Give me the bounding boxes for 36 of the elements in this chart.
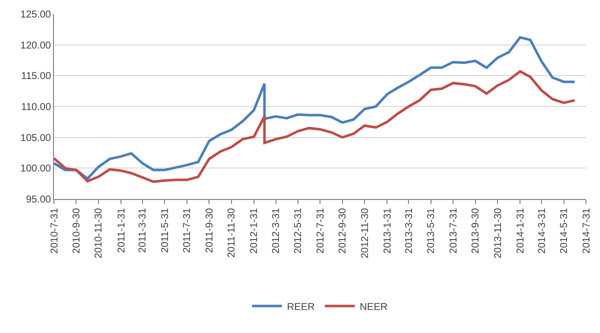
x-tick-label: 2012-1-31 — [249, 208, 260, 254]
x-tick-label: 2014-1-31 — [515, 208, 526, 254]
y-tick-label: 120.00 — [20, 40, 52, 52]
legend-label: NEER — [360, 302, 388, 313]
line-series — [54, 36, 576, 180]
x-tick-label: 2014-3-31 — [536, 208, 548, 254]
y-tick-label: 95.00 — [26, 194, 52, 206]
y-tick-label: 100.00 — [20, 164, 52, 175]
x-tick-label: 2013-9-30 — [470, 208, 482, 254]
x-tick-label: 2012-7-31 — [315, 208, 326, 254]
x-tick-label: 2013-11-30 — [492, 208, 504, 258]
y-tick-label: 115.00 — [21, 71, 52, 82]
x-tick-label: 2014-5-31 — [559, 208, 570, 254]
x-tick-label: 2012-11-30 — [360, 208, 371, 258]
x-tick-label: 2011-9-30 — [204, 208, 216, 253]
x-tick-label: 2013-5-31 — [426, 208, 438, 254]
line-series — [54, 70, 576, 183]
x-tick-label: 2011-1-31 — [116, 208, 128, 253]
legend-label: REER — [287, 302, 315, 313]
x-tick-label: 2012-5-31 — [293, 208, 304, 254]
x-tick-label: 2014-7-31 — [581, 208, 592, 254]
x-tick-label: 2011-5-31 — [160, 208, 171, 253]
y-tick-label: 125.00 — [20, 10, 52, 20]
x-tick-label: 2011-11-30 — [226, 208, 238, 258]
x-tick-label: 2010-11-30 — [94, 208, 105, 258]
x-tick-label: 2010-9-30 — [71, 208, 82, 254]
x-tick-label: 2013-7-31 — [448, 208, 460, 254]
x-tick-label: 2012-9-30 — [338, 208, 349, 254]
x-tick-label: 2010-7-31 — [49, 208, 60, 254]
x-tick-label: 2011-3-31 — [138, 208, 149, 253]
y-tick-label: 105.00 — [20, 132, 52, 144]
x-tick-label: 2012-3-31 — [271, 208, 282, 254]
y-tick-label: 110.00 — [21, 102, 52, 113]
x-tick-label: 2011-7-31 — [182, 208, 194, 253]
x-tick-label: 2013-1-31 — [382, 208, 394, 254]
x-tick-label: 2013-3-31 — [404, 208, 415, 254]
